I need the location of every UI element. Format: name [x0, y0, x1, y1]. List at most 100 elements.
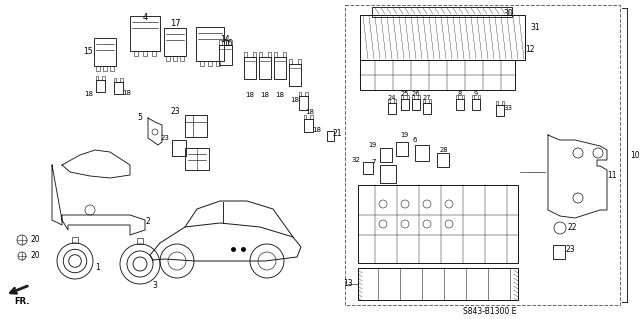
- Bar: [372, 7, 512, 17]
- Bar: [152, 50, 156, 56]
- Text: 1: 1: [95, 263, 100, 272]
- Text: FR.: FR.: [14, 298, 29, 307]
- Bar: [95, 76, 98, 80]
- Text: 30: 30: [503, 10, 513, 19]
- Bar: [180, 56, 184, 61]
- Bar: [456, 99, 464, 109]
- Bar: [396, 142, 408, 156]
- Bar: [360, 60, 515, 90]
- Bar: [418, 94, 420, 99]
- Text: 33: 33: [504, 105, 513, 111]
- Bar: [289, 64, 301, 86]
- Bar: [102, 76, 104, 80]
- Text: 25: 25: [401, 91, 409, 97]
- Text: 18: 18: [312, 127, 321, 133]
- Text: 31: 31: [530, 24, 540, 33]
- Bar: [166, 56, 170, 61]
- Bar: [298, 59, 301, 64]
- Bar: [401, 99, 409, 109]
- Bar: [496, 105, 504, 115]
- Text: 22: 22: [567, 224, 577, 233]
- Text: 13: 13: [343, 279, 353, 288]
- Bar: [185, 115, 207, 137]
- Bar: [218, 40, 221, 45]
- Text: 18: 18: [84, 91, 93, 97]
- Bar: [259, 52, 262, 57]
- Bar: [423, 102, 431, 114]
- Text: 23: 23: [170, 108, 180, 116]
- Bar: [274, 52, 277, 57]
- Bar: [216, 61, 220, 66]
- Bar: [496, 100, 498, 105]
- Bar: [388, 99, 390, 102]
- Bar: [298, 92, 301, 96]
- Bar: [172, 140, 186, 156]
- Text: 4: 4: [142, 12, 148, 21]
- Bar: [268, 52, 271, 57]
- Bar: [407, 94, 409, 99]
- Text: 3: 3: [152, 280, 157, 290]
- Bar: [388, 102, 396, 114]
- Bar: [113, 82, 122, 94]
- Text: 18: 18: [260, 92, 269, 98]
- Bar: [274, 57, 286, 79]
- Bar: [456, 94, 458, 99]
- Bar: [173, 56, 177, 61]
- Bar: [363, 162, 373, 174]
- Text: 28: 28: [440, 147, 448, 153]
- Bar: [218, 45, 232, 65]
- Text: 17: 17: [170, 19, 180, 28]
- Bar: [200, 61, 204, 66]
- Bar: [472, 99, 480, 109]
- Bar: [134, 50, 138, 56]
- Text: 23: 23: [161, 135, 170, 141]
- Bar: [423, 99, 425, 102]
- Bar: [143, 50, 147, 56]
- Text: 19: 19: [400, 132, 408, 138]
- Bar: [415, 145, 429, 161]
- Bar: [283, 52, 286, 57]
- Text: 8: 8: [458, 91, 462, 97]
- Text: 9: 9: [474, 91, 478, 97]
- Text: 21: 21: [332, 129, 342, 137]
- Bar: [412, 94, 414, 99]
- Bar: [120, 78, 122, 82]
- Bar: [327, 131, 334, 141]
- Bar: [303, 118, 312, 131]
- Bar: [553, 245, 565, 259]
- Bar: [137, 238, 143, 244]
- Bar: [305, 92, 307, 96]
- Bar: [360, 15, 525, 60]
- Text: 14: 14: [220, 35, 230, 44]
- Text: 16: 16: [223, 40, 233, 48]
- Text: 15: 15: [83, 48, 93, 56]
- Text: 20: 20: [30, 251, 40, 261]
- Text: 26: 26: [412, 91, 420, 97]
- Bar: [130, 16, 160, 50]
- Bar: [72, 237, 78, 243]
- Bar: [109, 66, 114, 71]
- Text: 24: 24: [388, 95, 396, 101]
- Bar: [259, 57, 271, 79]
- Text: 20: 20: [30, 235, 40, 244]
- Text: S843-B1300 E: S843-B1300 E: [463, 307, 516, 315]
- Bar: [345, 5, 620, 305]
- Text: 5: 5: [138, 114, 143, 122]
- Bar: [472, 94, 474, 99]
- Bar: [310, 115, 312, 118]
- Text: 7: 7: [372, 159, 376, 165]
- Bar: [185, 148, 209, 170]
- Bar: [94, 38, 116, 66]
- Text: 18: 18: [305, 109, 314, 115]
- Bar: [244, 52, 247, 57]
- Bar: [164, 28, 186, 56]
- Bar: [380, 165, 396, 183]
- Text: 18: 18: [275, 92, 285, 98]
- Bar: [502, 100, 504, 105]
- Bar: [228, 40, 232, 45]
- Bar: [358, 268, 518, 300]
- Text: 32: 32: [351, 157, 360, 163]
- Bar: [478, 94, 480, 99]
- Bar: [429, 99, 431, 102]
- Bar: [103, 66, 107, 71]
